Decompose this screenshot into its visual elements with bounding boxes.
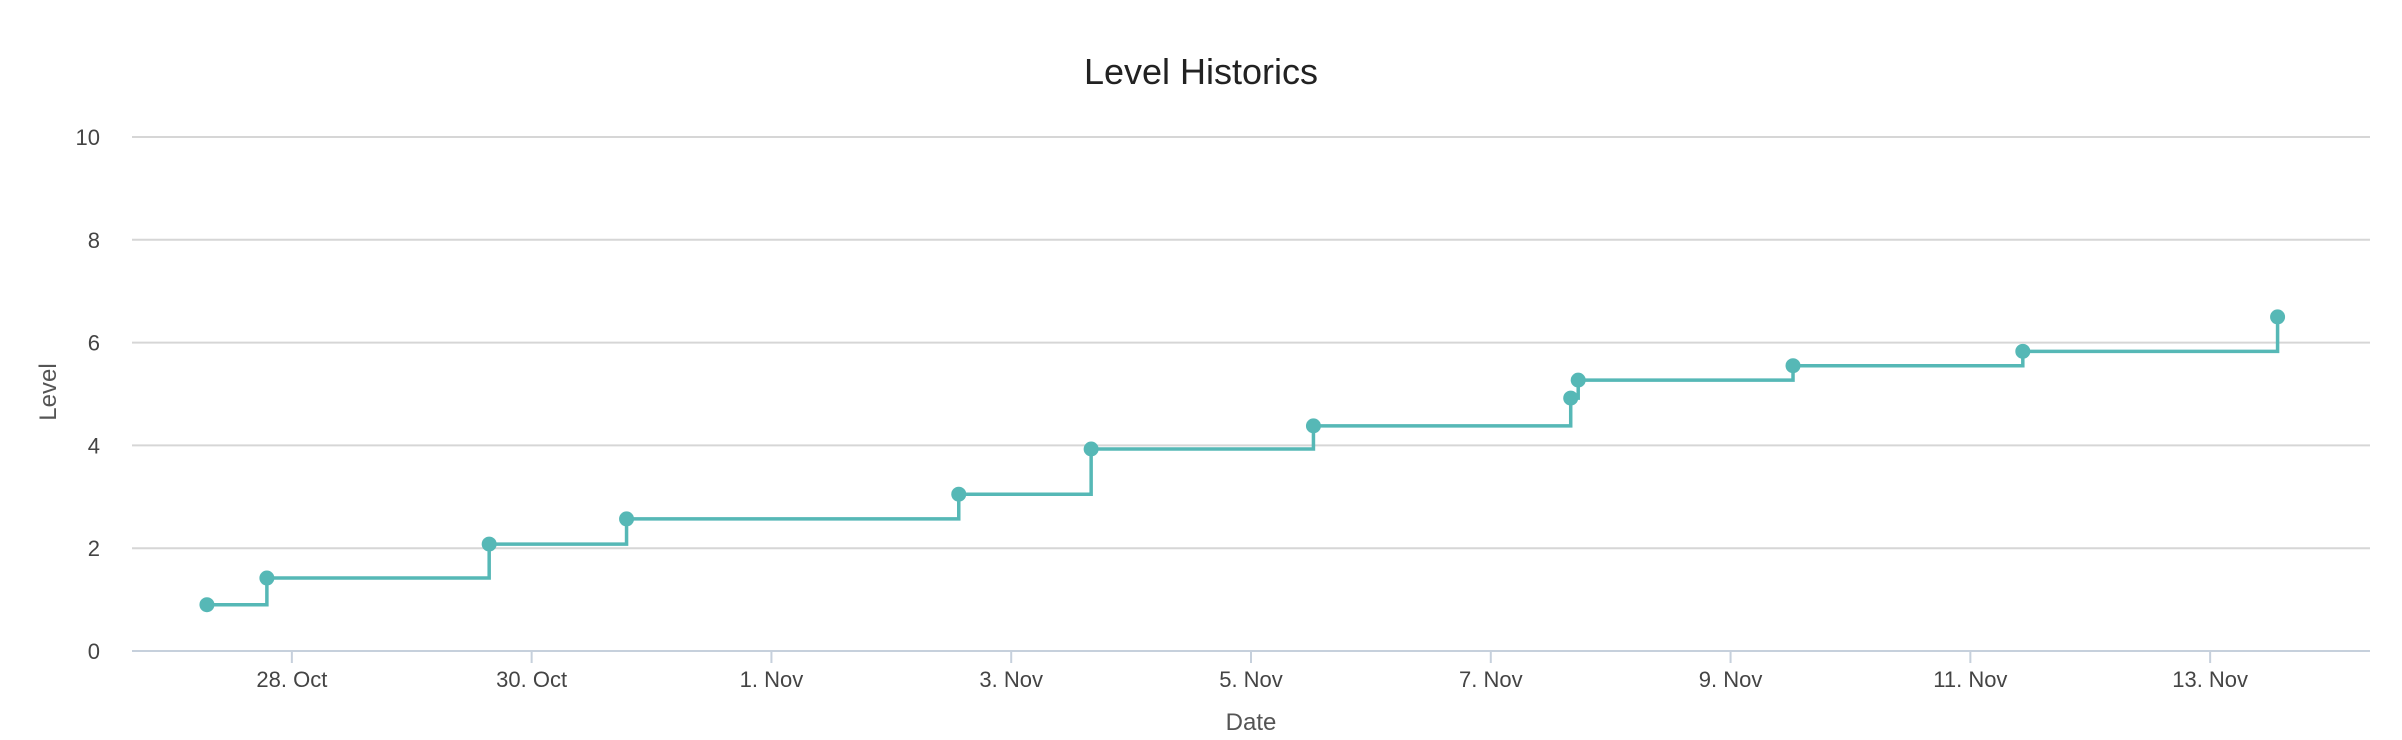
x-axis-title: Date [1226, 709, 1277, 736]
y-tick-label: 8 [88, 228, 100, 253]
x-tick-label: 13. Nov [2172, 667, 2248, 692]
data-point[interactable] [1785, 358, 1801, 374]
data-point[interactable] [199, 597, 215, 613]
data-point[interactable] [2015, 343, 2031, 359]
data-point[interactable] [2270, 309, 2286, 325]
data-point[interactable] [619, 511, 635, 527]
y-axis-ticks: 0 2 4 6 8 10 [76, 125, 100, 664]
data-point[interactable] [481, 536, 497, 552]
data-point[interactable] [1563, 390, 1579, 406]
chart-title: Level Historics [1084, 51, 1318, 92]
x-tick-label: 7. Nov [1459, 667, 1523, 692]
y-tick-label: 2 [88, 536, 100, 561]
y-tick-label: 10 [76, 125, 100, 150]
x-tick-label: 28. Oct [256, 667, 327, 692]
grid-lines [132, 136, 2370, 550]
data-point[interactable] [1570, 372, 1586, 388]
y-tick-label: 0 [88, 639, 100, 664]
series-level [199, 309, 2286, 613]
data-point[interactable] [951, 486, 967, 502]
x-tick-label: 3. Nov [979, 667, 1043, 692]
data-point[interactable] [1305, 418, 1321, 434]
y-axis-title: Level [35, 363, 62, 420]
series-line [206, 316, 2280, 607]
data-point[interactable] [259, 570, 275, 586]
x-tick-label: 11. Nov [1933, 667, 2007, 692]
x-tick-label: 30. Oct [496, 667, 567, 692]
data-point[interactable] [1083, 441, 1099, 457]
y-tick-label: 6 [88, 331, 100, 356]
x-axis-ticks: 28. Oct 30. Oct 1. Nov 3. Nov 5. Nov 7. Nov 9.… [256, 651, 2248, 692]
y-tick-label: 4 [88, 433, 100, 458]
x-tick-label: 1. Nov [740, 667, 804, 692]
x-tick-label: 5. Nov [1219, 667, 1283, 692]
x-tick-label: 9. Nov [1699, 667, 1763, 692]
